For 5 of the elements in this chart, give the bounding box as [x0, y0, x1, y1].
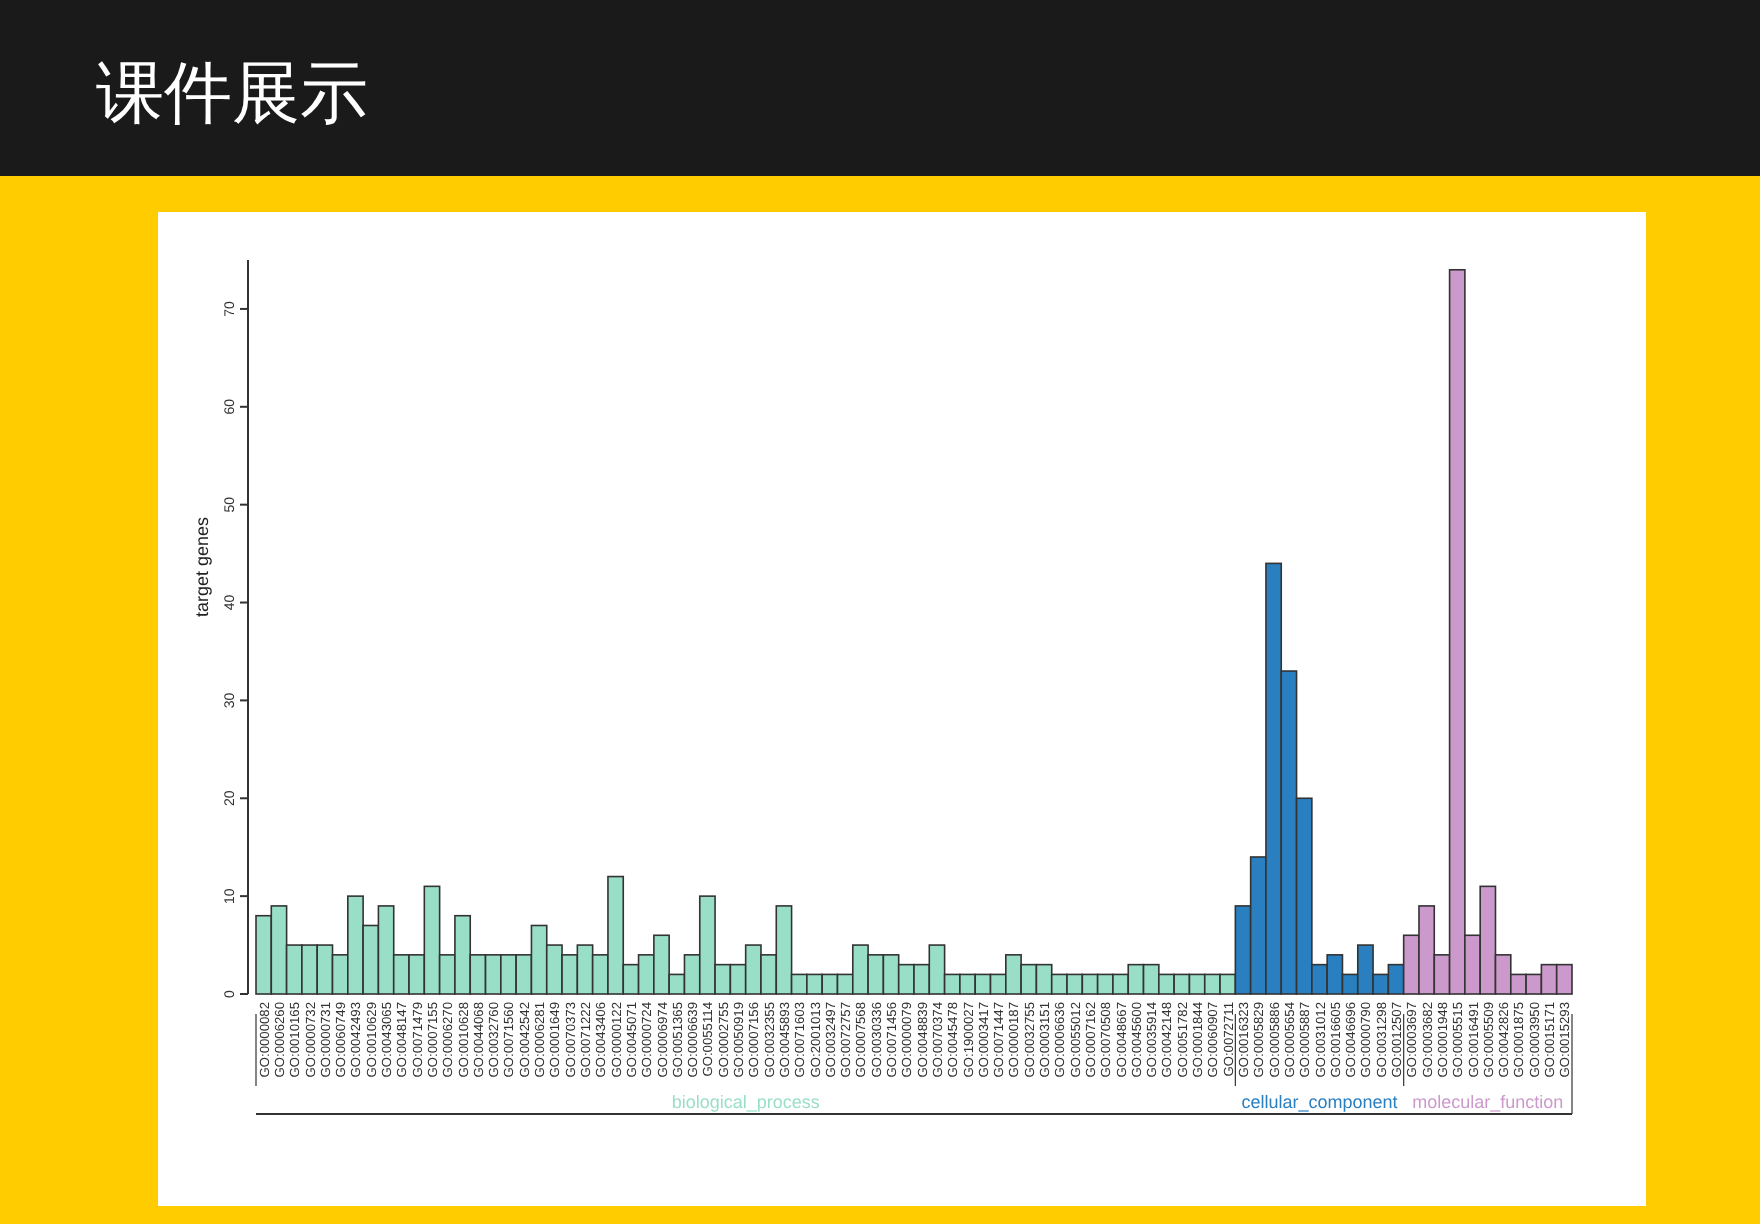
text: molecular_function [1412, 1092, 1564, 1112]
text: biological_process [671, 1092, 821, 1112]
chart-title: 课件展示 [96, 54, 368, 134]
y-axis-title: target genes [192, 515, 212, 618]
text: cellular_component [1241, 1092, 1399, 1112]
